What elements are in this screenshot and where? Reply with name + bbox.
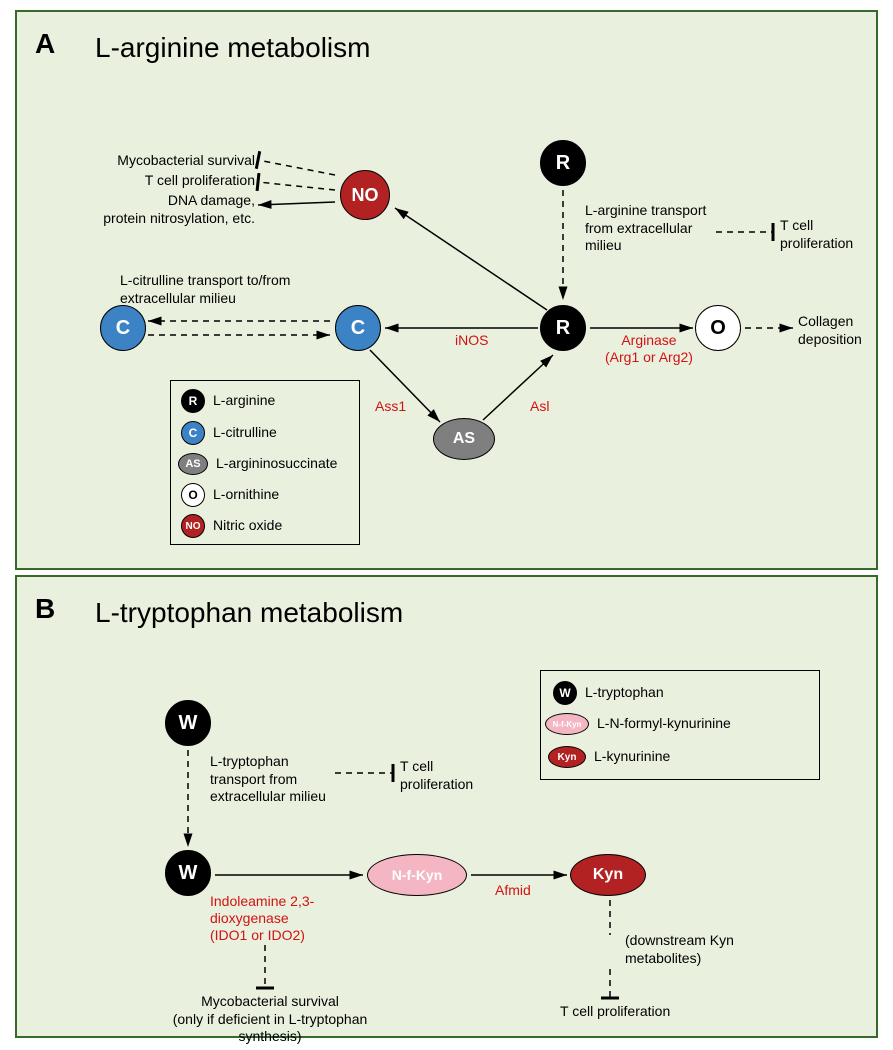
legend-b-desc-2: L-kynurinine	[594, 748, 670, 766]
node-o: O	[695, 305, 741, 351]
legend-a-desc-1: L-citrulline	[213, 424, 277, 442]
legend-b-icon-1: N-f-Kyn	[545, 713, 589, 735]
node-kyn: Kyn	[570, 854, 646, 896]
node-w-bot: W	[165, 850, 211, 896]
legend-b-row-2: Kyn L-kynurinine	[548, 746, 670, 768]
legend-b-desc-1: L-N-formyl-kynurinine	[597, 715, 731, 733]
inos-label: iNOS	[455, 332, 488, 349]
effect-tcell-b2: T cell proliferation	[560, 1003, 670, 1021]
legend-a-desc-3: L-ornithine	[213, 486, 279, 504]
effect-tcell-b1: T cell proliferation	[400, 758, 473, 793]
node-c-mid: C	[335, 305, 381, 351]
node-w-top: W	[165, 700, 211, 746]
ass1-label: Ass1	[375, 398, 406, 415]
effect-dna: DNA damage, protein nitrosylation, etc.	[70, 192, 255, 227]
legend-a-row-0: R L-arginine	[181, 389, 275, 413]
legend-a-row-3: O L-ornithine	[181, 483, 279, 507]
legend-a-icon-2: AS	[178, 453, 208, 475]
legend-a-row-4: NO Nitric oxide	[181, 514, 282, 538]
legend-b-row-0: W L-tryptophan	[553, 681, 664, 705]
afmid-label: Afmid	[495, 882, 531, 899]
panel-a-letter: A	[35, 28, 55, 60]
panel-a-title: L-arginine metabolism	[95, 32, 370, 64]
arginine-transport-label: L-arginine transport from extracellular …	[585, 202, 706, 255]
node-nfkyn: N-f-Kyn	[367, 854, 467, 896]
legend-a-icon-0: R	[181, 389, 205, 413]
arginase-label: Arginase (Arg1 or Arg2)	[605, 332, 693, 366]
citrulline-transport-label: L-citrulline transport to/from extracell…	[120, 272, 290, 307]
panel-b-letter: B	[35, 593, 55, 625]
mycobacterial-b-label: Mycobacterial survival (only if deficien…	[155, 993, 385, 1046]
tryptophan-transport-label: L-tryptophan transport from extracellula…	[210, 753, 326, 806]
effect-mycobacterial: Mycobacterial survival	[105, 152, 255, 170]
legend-a-desc-2: L-argininosuccinate	[216, 455, 337, 473]
legend-b-row-1: N-f-Kyn L-N-formyl-kynurinine	[545, 713, 731, 735]
panel-a: A L-arginine metabolism	[15, 10, 878, 570]
legend-a-row-2: AS L-argininosuccinate	[178, 453, 337, 475]
legend-a-icon-3: O	[181, 483, 205, 507]
legend-a: R L-arginine C L-citrulline AS L-arginin…	[170, 380, 360, 545]
legend-b-icon-0: W	[553, 681, 577, 705]
panel-b: B L-tryptophan metabolism L-tryptophan t…	[15, 575, 878, 1038]
legend-b: W L-tryptophan N-f-Kyn L-N-formyl-kynuri…	[540, 670, 820, 780]
legend-a-row-1: C L-citrulline	[181, 421, 277, 445]
ido-label: Indoleamine 2,3- dioxygenase (IDO1 or ID…	[210, 893, 314, 943]
legend-b-icon-2: Kyn	[548, 746, 586, 768]
node-no: NO	[340, 170, 390, 220]
node-as: AS	[433, 418, 495, 460]
panel-b-bg	[15, 575, 878, 1038]
legend-b-desc-0: L-tryptophan	[585, 684, 664, 702]
legend-a-desc-0: L-arginine	[213, 392, 275, 410]
asl-label: Asl	[530, 398, 549, 415]
legend-a-icon-4: NO	[181, 514, 205, 538]
legend-a-icon-1: C	[181, 421, 205, 445]
collagen-label: Collagen deposition	[798, 313, 862, 348]
downstream-label: (downstream Kyn metabolites)	[625, 932, 734, 967]
node-r-mid: R	[540, 305, 586, 351]
node-c-left: C	[100, 305, 146, 351]
effect-tcell-1: T cell proliferation	[133, 172, 255, 190]
node-r-top: R	[540, 140, 586, 186]
panel-b-title: L-tryptophan metabolism	[95, 597, 403, 629]
legend-a-desc-4: Nitric oxide	[213, 517, 282, 535]
effect-tcell-2: T cell proliferation	[780, 217, 853, 252]
